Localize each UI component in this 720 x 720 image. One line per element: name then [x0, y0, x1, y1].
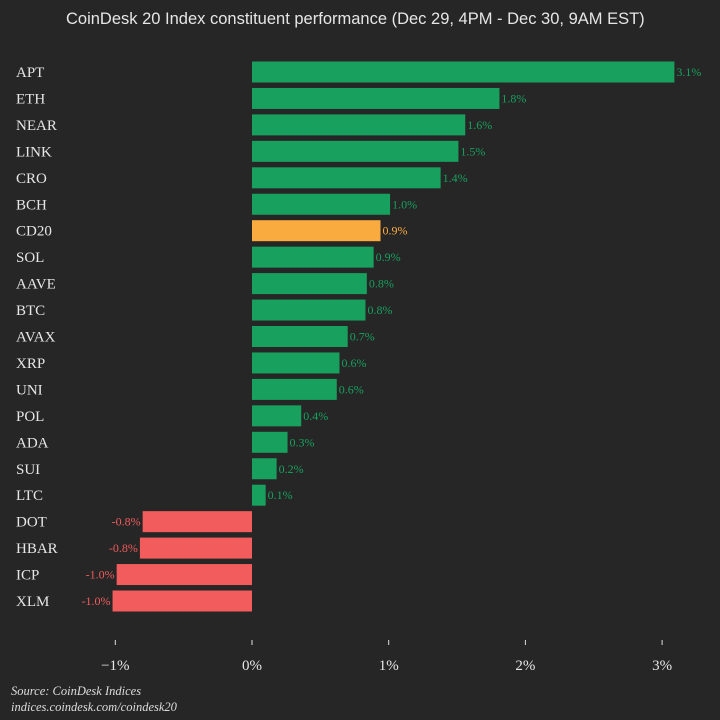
category-label: POL — [16, 409, 44, 425]
category-label: UNI — [16, 382, 43, 398]
category-label: XRP — [16, 356, 45, 372]
bar-eth — [252, 87, 500, 109]
category-label: BCH — [16, 197, 47, 213]
category-label: ETH — [16, 91, 45, 107]
x-tick-label: 3% — [652, 658, 672, 674]
category-label: CD20 — [16, 224, 52, 240]
source-note: Source: CoinDesk Indices — [11, 684, 142, 698]
data-label: 0.1% — [268, 488, 293, 502]
category-label: SUI — [16, 462, 40, 478]
x-tick-label: 2% — [515, 658, 535, 674]
data-label: -0.8% — [112, 515, 141, 529]
data-label: 0.6% — [341, 356, 366, 370]
bar-uni — [252, 378, 337, 400]
bar-btc — [252, 299, 366, 321]
category-label: SOL — [16, 250, 44, 266]
category-label: ICP — [16, 568, 39, 584]
data-label: 1.0% — [392, 197, 417, 211]
category-label: ADA — [16, 435, 49, 451]
category-label: XLM — [16, 594, 49, 610]
data-label: -1.0% — [82, 594, 111, 608]
category-label: AAVE — [16, 277, 56, 293]
category-label: BTC — [16, 303, 45, 319]
category-label: HBAR — [16, 541, 58, 557]
category-label: CRO — [16, 171, 47, 187]
category-label: DOT — [16, 515, 47, 531]
category-label: APT — [16, 65, 44, 81]
x-tick-label: −1% — [101, 658, 129, 674]
bar-apt — [252, 61, 675, 83]
bar-avax — [252, 326, 348, 347]
data-label: 0.8% — [369, 277, 394, 291]
bar-ada — [252, 431, 288, 453]
bar-bch — [252, 193, 391, 215]
data-label: -1.0% — [86, 568, 115, 582]
data-label: 3.1% — [676, 65, 701, 79]
bar-near — [252, 114, 466, 136]
bar-ltc — [252, 484, 266, 506]
category-label: NEAR — [16, 118, 57, 134]
data-label: 0.6% — [339, 382, 364, 396]
data-label: 0.3% — [290, 435, 315, 449]
bar-pol — [252, 405, 302, 427]
data-label: 0.9% — [376, 250, 401, 264]
bar-icp — [116, 564, 253, 586]
bar-cro — [252, 167, 441, 189]
data-label: 0.4% — [303, 409, 328, 423]
data-label: 0.2% — [279, 462, 304, 476]
data-label: -0.8% — [109, 541, 138, 555]
bar-link — [252, 140, 459, 162]
data-label: 0.7% — [350, 330, 375, 344]
data-label: 0.8% — [367, 303, 392, 317]
bar-hbar — [139, 537, 252, 559]
bar-dot — [142, 511, 252, 533]
bar-xlm — [112, 590, 252, 612]
bar-sol — [252, 246, 374, 268]
chart-title: CoinDesk 20 Index constituent performanc… — [66, 10, 645, 28]
data-label: 1.4% — [443, 171, 468, 185]
category-label: LTC — [16, 488, 43, 504]
x-tick-label: 1% — [379, 658, 399, 674]
source-url: indices.coindesk.com/coindesk20 — [11, 700, 177, 714]
x-tick-label: 0% — [242, 658, 262, 674]
category-label: AVAX — [16, 330, 56, 346]
bar-cd20 — [252, 220, 381, 242]
bar-aave — [252, 273, 367, 295]
bar-xrp — [252, 352, 340, 374]
data-label: 1.6% — [467, 118, 492, 132]
data-label: 1.8% — [501, 91, 526, 105]
data-label: 1.5% — [460, 144, 485, 158]
bar-sui — [252, 458, 277, 480]
data-label: 0.9% — [382, 224, 407, 238]
category-label: LINK — [16, 144, 52, 160]
